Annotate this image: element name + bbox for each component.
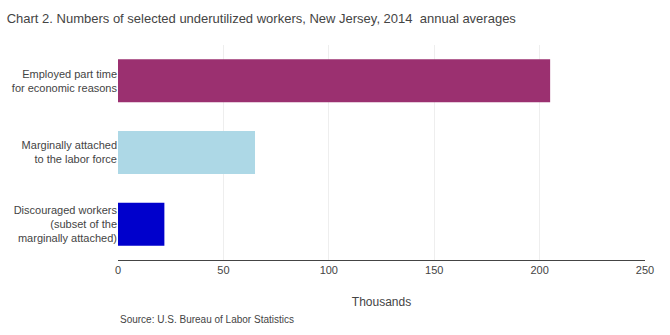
svg-text:Employed part timefor economic: Employed part timefor economic reasons [12, 68, 118, 94]
svg-text:150: 150 [425, 264, 443, 276]
svg-text:Chart 2. Numbers of selected u: Chart 2. Numbers of selected underutiliz… [7, 11, 517, 26]
svg-text:Discouraged workers(subset of: Discouraged workers(subset of themargina… [14, 204, 118, 245]
svg-text:100: 100 [320, 264, 338, 276]
svg-text:200: 200 [530, 264, 548, 276]
svg-text:250: 250 [636, 264, 654, 276]
svg-text:0: 0 [115, 264, 121, 276]
svg-text:50: 50 [217, 264, 229, 276]
svg-text:Marginally attachedto the labo: Marginally attachedto the labor force [22, 139, 117, 165]
svg-text:Source: U.S. Bureau of Labor S: Source: U.S. Bureau of Labor Statistics [120, 314, 294, 325]
svg-text:Thousands: Thousands [352, 295, 411, 309]
